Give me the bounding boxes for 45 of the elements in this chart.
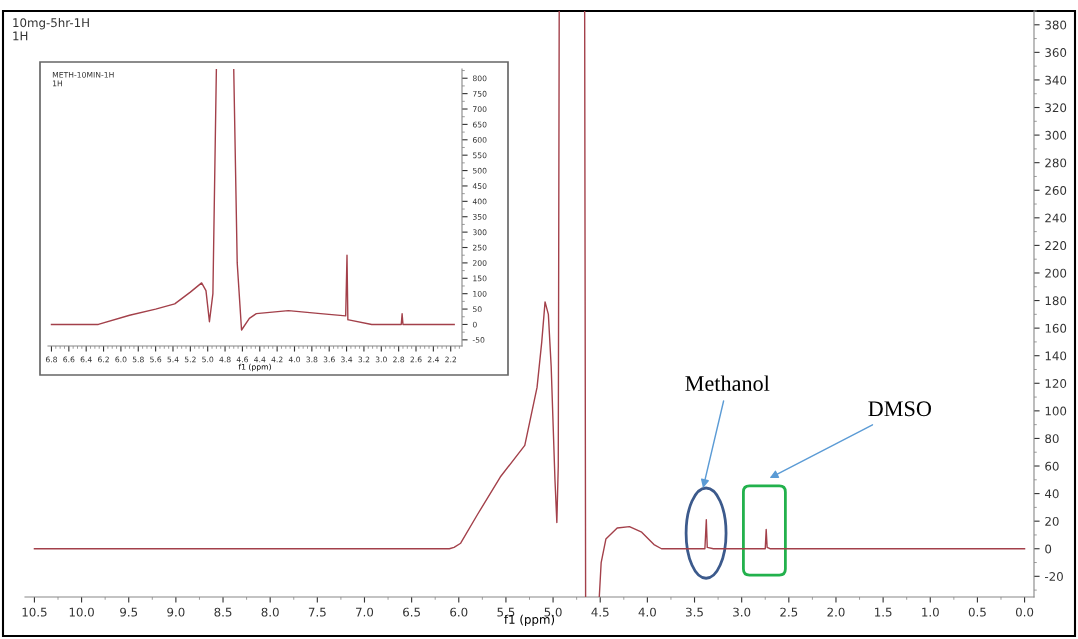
x-tick-label: 8.0 — [261, 607, 279, 617]
text: 10mg-5hr-1H — [13, 18, 89, 30]
x-tick-label: 6.0 — [450, 607, 468, 617]
y-tick-label: 100 — [1045, 406, 1067, 416]
y-tick-label: 60 — [1045, 461, 1059, 471]
y-tick-label: 260 — [1045, 185, 1067, 195]
x-tick-label: 4.5 — [591, 607, 609, 617]
x-tick-label: 3.5 — [686, 607, 703, 617]
x-tick-label: 7.0 — [356, 607, 374, 617]
x-tick-label: 1.0 — [922, 607, 939, 617]
x-tick-label: 6.5 — [403, 607, 420, 617]
x-tick-label: 9.0 — [167, 607, 185, 617]
y-tick-label: -20 — [1044, 572, 1063, 581]
x-tick-label: 7.5 — [308, 607, 326, 617]
y-tick-label: 0 — [1045, 544, 1052, 554]
x-tick-label: 3.0 — [733, 607, 751, 617]
y-tick-label: 280 — [1045, 158, 1067, 168]
y-tick-label: 180 — [1045, 296, 1067, 306]
y-tick-label: 320 — [1045, 103, 1067, 113]
x-tick-label: 9.5 — [120, 607, 138, 617]
y-tick-label: 360 — [1045, 48, 1067, 58]
text: 1H — [13, 31, 28, 41]
x-tick-label: 10.5 — [22, 607, 47, 617]
y-tick-label: 340 — [1045, 75, 1067, 85]
y-tick-label: 220 — [1045, 241, 1067, 251]
y-tick-label: 80 — [1045, 434, 1059, 444]
y-tick-label: 20 — [1045, 516, 1059, 526]
x-tick-label: 0.0 — [1015, 607, 1034, 617]
y-tick-label: 240 — [1045, 213, 1067, 223]
y-tick-label: 40 — [1044, 489, 1059, 499]
x-tick-label: 10.0 — [69, 607, 94, 617]
annotation: DMSO — [868, 401, 931, 417]
x-tick-label: 2.5 — [780, 607, 798, 617]
annotation: Methanol — [685, 375, 770, 392]
y-tick-label: 140 — [1045, 351, 1067, 361]
y-tick-label: 120 — [1045, 379, 1067, 388]
y-tick-label: 200 — [1045, 268, 1067, 278]
x-tick-label: 1.5 — [875, 607, 892, 617]
x-tick-label: 4.0 — [638, 607, 656, 617]
x-tick-label: 2.0 — [827, 607, 845, 617]
x-tick-label: 8.5 — [214, 607, 232, 617]
y-tick-label: 300 — [1045, 130, 1067, 140]
x-tick-label: 0.5 — [968, 607, 986, 617]
y-tick-label: 380 — [1045, 20, 1067, 30]
y-tick-label: 160 — [1045, 323, 1067, 333]
